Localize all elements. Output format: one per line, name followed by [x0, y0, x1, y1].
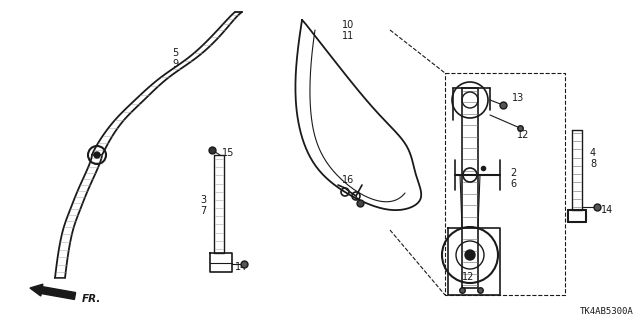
FancyArrow shape [30, 284, 76, 300]
Text: FR.: FR. [82, 294, 101, 304]
Text: 13: 13 [512, 93, 524, 103]
Circle shape [465, 250, 475, 260]
Circle shape [94, 152, 100, 158]
Text: 4
8: 4 8 [590, 148, 596, 169]
Text: 16: 16 [342, 175, 355, 185]
Text: 14: 14 [601, 205, 613, 215]
Text: 2
6: 2 6 [510, 168, 516, 189]
Text: 10
11: 10 11 [342, 20, 354, 41]
Text: 12: 12 [517, 130, 529, 140]
Text: TK4AB5300A: TK4AB5300A [580, 307, 634, 316]
Text: 12: 12 [462, 272, 474, 282]
Text: 15: 15 [222, 148, 234, 158]
Text: 5
9: 5 9 [172, 48, 178, 69]
Text: 3
7: 3 7 [200, 195, 206, 216]
Text: 14: 14 [235, 262, 247, 272]
